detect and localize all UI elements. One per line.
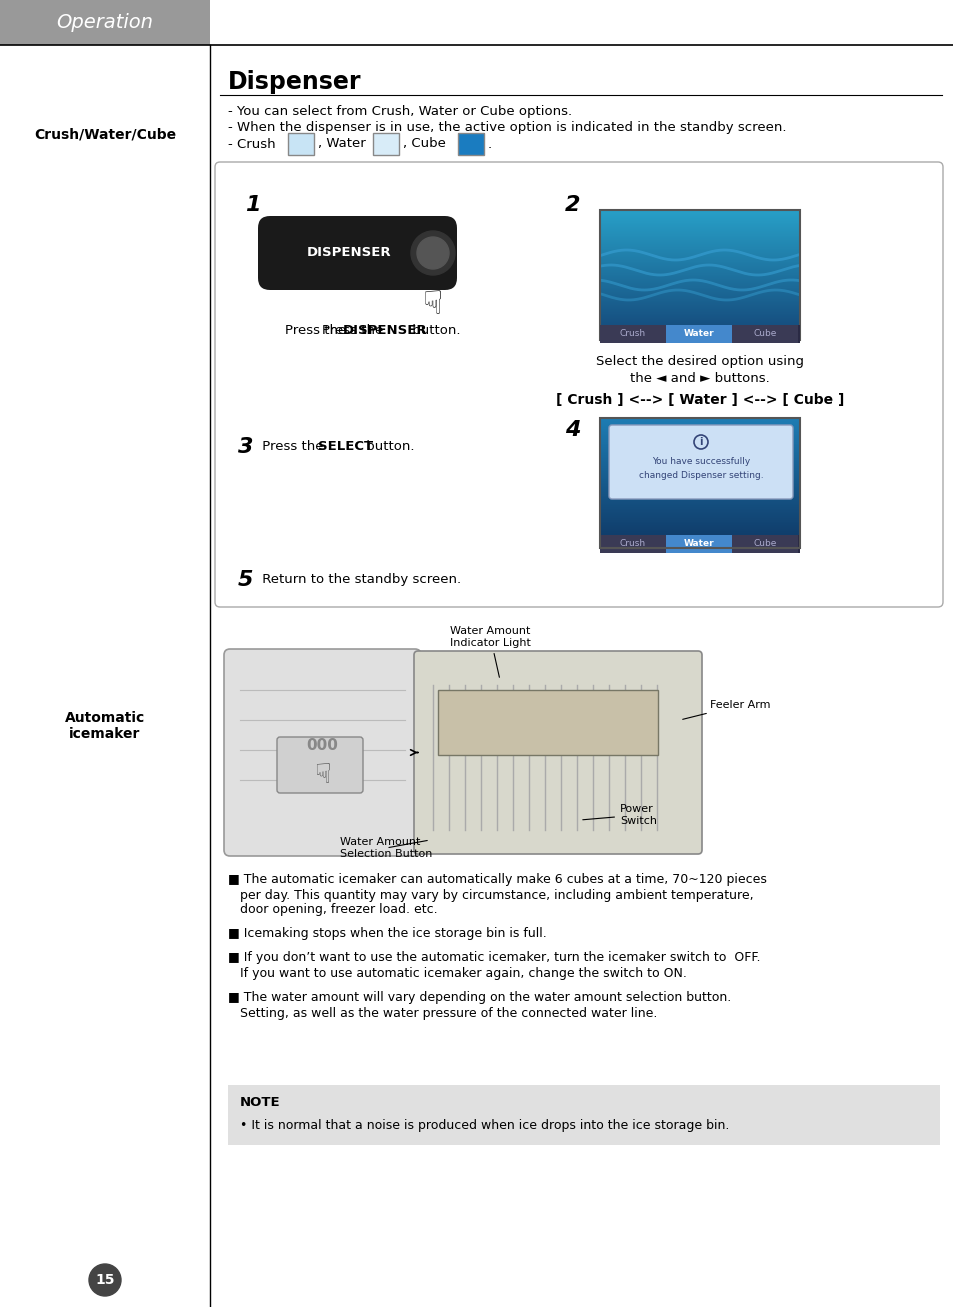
Text: DISPENSER: DISPENSER (306, 247, 391, 260)
Text: Dispenser: Dispenser (228, 71, 361, 94)
Circle shape (411, 231, 455, 274)
Text: Crush: Crush (619, 329, 645, 339)
Text: Return to the standby screen.: Return to the standby screen. (257, 574, 460, 587)
FancyBboxPatch shape (257, 216, 456, 290)
Text: If you want to use automatic icemaker again, change the switch to ON.: If you want to use automatic icemaker ag… (228, 966, 686, 979)
Text: Crush: Crush (619, 540, 645, 549)
Text: 4: 4 (564, 420, 579, 440)
Text: NOTE: NOTE (240, 1097, 280, 1110)
Bar (599, 325, 800, 342)
Text: button.: button. (361, 440, 414, 454)
Text: 1: 1 (245, 195, 260, 214)
FancyBboxPatch shape (276, 737, 363, 793)
Text: ■ If you don’t want to use the automatic icemaker, turn the icemaker switch to  : ■ If you don’t want to use the automatic… (228, 951, 760, 965)
Circle shape (416, 237, 449, 269)
Text: Water: Water (683, 329, 714, 339)
Text: Press the: Press the (322, 324, 387, 336)
Text: Cube: Cube (753, 540, 776, 549)
Text: , Water: , Water (317, 137, 370, 150)
Text: Operation: Operation (56, 13, 153, 31)
Circle shape (89, 1264, 121, 1297)
FancyBboxPatch shape (214, 162, 942, 606)
Bar (0, 0, 210, 44)
Text: Crush/Water/Cube: Crush/Water/Cube (34, 128, 176, 142)
Text: SELECT: SELECT (317, 440, 373, 454)
Text: [ Crush ] <--> [ Water ] <--> [ Cube ]: [ Crush ] <--> [ Water ] <--> [ Cube ] (556, 393, 843, 406)
Text: Water: Water (683, 540, 714, 549)
Text: 15: 15 (95, 1273, 114, 1287)
Text: ■ The automatic icemaker can automatically make 6 cubes at a time, 70~120 pieces: ■ The automatic icemaker can automatical… (228, 873, 766, 886)
FancyBboxPatch shape (373, 133, 398, 156)
Text: 3: 3 (237, 437, 253, 457)
Text: Cube: Cube (753, 329, 776, 339)
FancyBboxPatch shape (288, 133, 314, 156)
Bar (228, 1085, 939, 1145)
Text: per day. This quantity may vary by circumstance, including ambient temperature,: per day. This quantity may vary by circu… (228, 889, 753, 902)
Bar (437, 690, 658, 755)
Bar (599, 535, 665, 553)
Text: icemaker: icemaker (70, 727, 140, 741)
Text: Water Amount
Indicator Light: Water Amount Indicator Light (450, 626, 530, 677)
Text: 000: 000 (306, 737, 338, 753)
FancyBboxPatch shape (224, 650, 420, 856)
Bar (665, 325, 731, 342)
Text: 2: 2 (564, 195, 579, 214)
FancyBboxPatch shape (608, 425, 792, 499)
Bar (599, 210, 800, 340)
Text: i: i (699, 437, 702, 447)
Text: DISPENSER: DISPENSER (343, 324, 427, 336)
Bar (731, 535, 797, 553)
Bar (599, 535, 800, 553)
Text: Automatic: Automatic (65, 711, 145, 725)
Text: Press the: Press the (257, 440, 328, 454)
Text: Press the: Press the (285, 324, 350, 336)
Text: - You can select from Crush, Water or Cube options.: - You can select from Crush, Water or Cu… (228, 106, 572, 119)
Bar (599, 325, 665, 342)
Bar (599, 418, 800, 548)
Bar (665, 535, 731, 553)
Text: Select the desired option using: Select the desired option using (596, 356, 803, 369)
Text: ☟: ☟ (422, 288, 443, 322)
FancyBboxPatch shape (414, 651, 701, 853)
Text: the ◄ and ► buttons.: the ◄ and ► buttons. (630, 371, 769, 384)
Text: - Crush: - Crush (228, 137, 279, 150)
Text: 5: 5 (237, 570, 253, 589)
Text: • It is normal that a noise is produced when ice drops into the ice storage bin.: • It is normal that a noise is produced … (240, 1119, 729, 1132)
Text: ☟: ☟ (314, 761, 331, 789)
Text: changed Dispenser setting.: changed Dispenser setting. (638, 471, 762, 480)
Text: button.: button. (408, 324, 460, 336)
Text: Feeler Arm: Feeler Arm (682, 701, 770, 719)
Text: You have successfully: You have successfully (651, 457, 749, 467)
Text: Setting, as well as the water pressure of the connected water line.: Setting, as well as the water pressure o… (228, 1006, 657, 1019)
Text: Power
Switch: Power Switch (582, 804, 657, 826)
Text: .: . (488, 137, 492, 150)
Text: Water Amount
Selection Button: Water Amount Selection Button (339, 838, 432, 859)
Text: ■ Icemaking stops when the ice storage bin is full.: ■ Icemaking stops when the ice storage b… (228, 927, 546, 940)
FancyBboxPatch shape (457, 133, 483, 156)
Text: - When the dispenser is in use, the active option is indicated in the standby sc: - When the dispenser is in use, the acti… (228, 122, 785, 135)
Text: door opening, freezer load. etc.: door opening, freezer load. etc. (228, 903, 437, 916)
Text: , Cube: , Cube (402, 137, 450, 150)
Bar (731, 325, 797, 342)
Text: ■ The water amount will vary depending on the water amount selection button.: ■ The water amount will vary depending o… (228, 992, 731, 1005)
